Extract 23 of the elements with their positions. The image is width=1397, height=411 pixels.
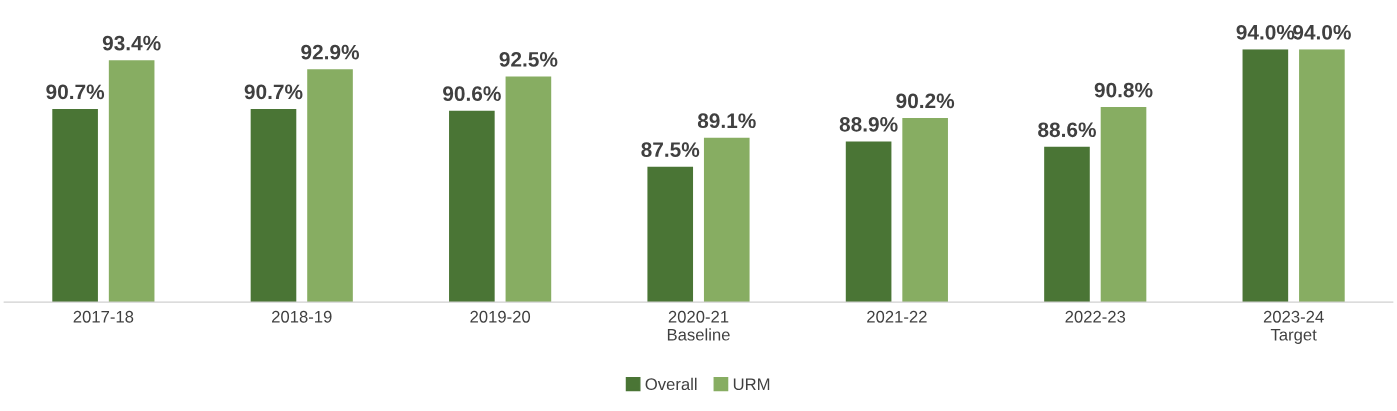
data-label: 87.5%	[641, 142, 700, 157]
data-label: 89.1%	[697, 113, 756, 129]
x-tick-label: 2017-18	[73, 310, 134, 323]
data-label: 94.0%	[1236, 24, 1295, 40]
data-label: 90.8%	[1094, 82, 1153, 98]
data-label: 90.7%	[46, 84, 105, 100]
x-tick-label: 2021-22	[867, 310, 927, 323]
data-label: 92.9%	[301, 44, 360, 60]
x-tick-label: 2018-19	[272, 310, 332, 323]
x-tick-label: 2022-23	[1065, 310, 1126, 323]
x-tick-label: 2023-24 Target	[1263, 310, 1324, 344]
data-label: 90.6%	[443, 86, 501, 102]
data-label: 94.0%	[1293, 24, 1351, 40]
data-label: 88.9%	[839, 116, 898, 132]
data-label: 93.4%	[102, 35, 161, 51]
data-label: 88.6%	[1038, 122, 1096, 138]
data-label: 90.2%	[896, 93, 955, 109]
x-tick-label: 2020-21 Baseline	[667, 310, 730, 341]
data-label: 92.5%	[499, 51, 558, 67]
x-tick-label: 2019-20	[470, 310, 531, 323]
legend-label: URM	[733, 378, 770, 391]
legend-label: Overall	[645, 377, 697, 391]
data-label: 90.7%	[244, 84, 303, 100]
